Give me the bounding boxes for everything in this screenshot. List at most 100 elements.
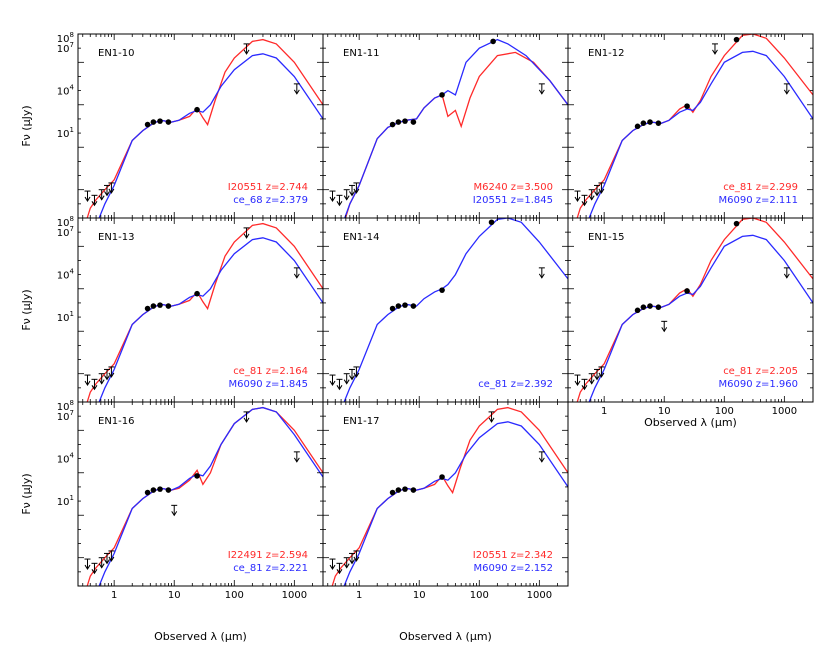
model-label: ce_81 z=2.299 <box>723 182 798 193</box>
upper-limit-arrow <box>98 195 105 201</box>
upper-limit-arrow <box>98 563 105 569</box>
y-axis-label: Fν (μJy) <box>20 289 33 330</box>
y-tick-label: 104 <box>57 84 75 98</box>
x-tick-label: 1 <box>111 590 117 601</box>
data-point <box>144 489 151 496</box>
upper-limit-arrow <box>329 380 336 387</box>
data-point <box>733 36 740 43</box>
upper-limit-arrow <box>336 569 343 575</box>
data-point <box>402 302 408 308</box>
upper-limit-arrow <box>349 191 355 197</box>
upper-limit-arrow <box>243 49 250 55</box>
panel-label: EN1-11 <box>343 48 380 59</box>
x-tick-label: 100 <box>715 406 734 417</box>
panel-en1-12: EN1-12 ce_81 z=2.299 M6090 z=2.111 <box>567 33 814 219</box>
model-label: ce_81 z=2.392 <box>478 379 553 390</box>
y-tick-label: 108 <box>57 215 74 229</box>
upper-limit-arrow <box>353 556 360 562</box>
x-tick-label: 1000 <box>282 590 307 601</box>
y-tick-label: 107 <box>57 41 74 55</box>
data-point <box>165 119 172 125</box>
upper-limit-arrow <box>712 49 718 55</box>
upper-limit-arrow <box>353 188 360 194</box>
upper-limit-arrow <box>329 196 336 203</box>
data-point <box>194 290 200 297</box>
model-curve <box>98 53 323 218</box>
y-tick-label: 101 <box>57 310 74 324</box>
y-axis-label: Fν (μJy) <box>20 473 33 514</box>
upper-limit-arrow <box>594 191 600 197</box>
data-point <box>150 119 157 125</box>
model-label: M6090 z=2.111 <box>718 195 798 206</box>
upper-limit-arrow <box>293 457 300 463</box>
panel-frame <box>322 401 569 587</box>
upper-limit-arrow <box>91 569 98 575</box>
data-point <box>157 118 163 124</box>
upper-limit-arrow <box>108 188 115 194</box>
model-label: I20551 z=2.744 <box>228 182 308 193</box>
upper-limit-arrow <box>343 563 350 569</box>
panel-en1-14: EN1-14 ce_81 z=2.392 <box>322 217 569 403</box>
model-curve <box>343 421 568 586</box>
x-tick-label: 1000 <box>527 590 552 601</box>
y-tick-label: 108 <box>57 399 74 413</box>
upper-limit-arrow <box>574 196 581 203</box>
upper-limit-arrow <box>84 564 91 571</box>
data-point <box>647 303 653 309</box>
panel-en1-15: 1 10 100 1000 EN1-15 ce_81 z=2.205 M6090 z=1.9… <box>567 217 814 417</box>
upper-limit-arrow <box>293 273 300 279</box>
upper-limit-arrow <box>84 380 91 387</box>
data-point <box>439 92 445 98</box>
data-point <box>439 287 445 293</box>
data-point <box>144 121 151 128</box>
upper-limit-arrow <box>588 195 595 201</box>
x-tick-label: 1 <box>356 590 362 601</box>
model-curve <box>344 38 568 218</box>
upper-limit-arrow <box>336 385 343 391</box>
x-tick-label: 10 <box>168 590 181 601</box>
upper-limit-arrow <box>581 385 588 391</box>
model-curve <box>98 406 323 586</box>
upper-limit-arrow <box>594 375 600 381</box>
panel-label: EN1-12 <box>588 48 625 59</box>
data-point <box>490 38 496 45</box>
data-point <box>410 487 417 493</box>
upper-limit-arrow <box>243 233 250 239</box>
data-point <box>684 103 690 109</box>
x-axis-label: Observed λ (μm) <box>399 630 492 643</box>
y-tick-label: 108 <box>57 31 74 45</box>
upper-limit-arrow <box>293 89 300 95</box>
model-label: M6240 z=3.500 <box>473 182 553 193</box>
x-axis-label: Observed λ (μm) <box>154 630 247 643</box>
panel-label: EN1-13 <box>98 232 135 243</box>
upper-limit-arrow <box>329 564 336 571</box>
data-point <box>655 304 662 310</box>
upper-limit-arrow <box>598 188 605 194</box>
upper-limit-arrow <box>349 559 355 565</box>
data-point <box>733 220 740 227</box>
x-axis-label: Observed λ (μm) <box>644 416 737 429</box>
data-point <box>410 119 417 125</box>
upper-limit-arrow <box>783 273 790 279</box>
data-point <box>389 121 396 128</box>
data-point <box>194 473 200 479</box>
data-point <box>157 486 163 492</box>
upper-limit-arrow <box>349 375 355 381</box>
data-point <box>165 303 172 309</box>
model-curve <box>576 218 813 402</box>
upper-limit-arrow <box>104 375 110 381</box>
panel-en1-17: 1 10 100 1000 EN1-17 I20551 z=2.342 M6090 z=2.… <box>322 401 569 601</box>
data-point <box>684 288 690 294</box>
data-point <box>150 303 157 309</box>
model-label: M6090 z=1.845 <box>228 379 308 390</box>
data-point <box>395 487 402 493</box>
upper-limit-arrow <box>538 457 545 463</box>
x-tick-label: 10 <box>658 406 671 417</box>
data-point <box>488 219 495 226</box>
x-tick-label: 100 <box>225 590 244 601</box>
upper-limit-arrow <box>574 380 581 387</box>
model-label: ce_68 z=2.379 <box>233 195 308 206</box>
y-tick-label: 101 <box>57 126 74 140</box>
